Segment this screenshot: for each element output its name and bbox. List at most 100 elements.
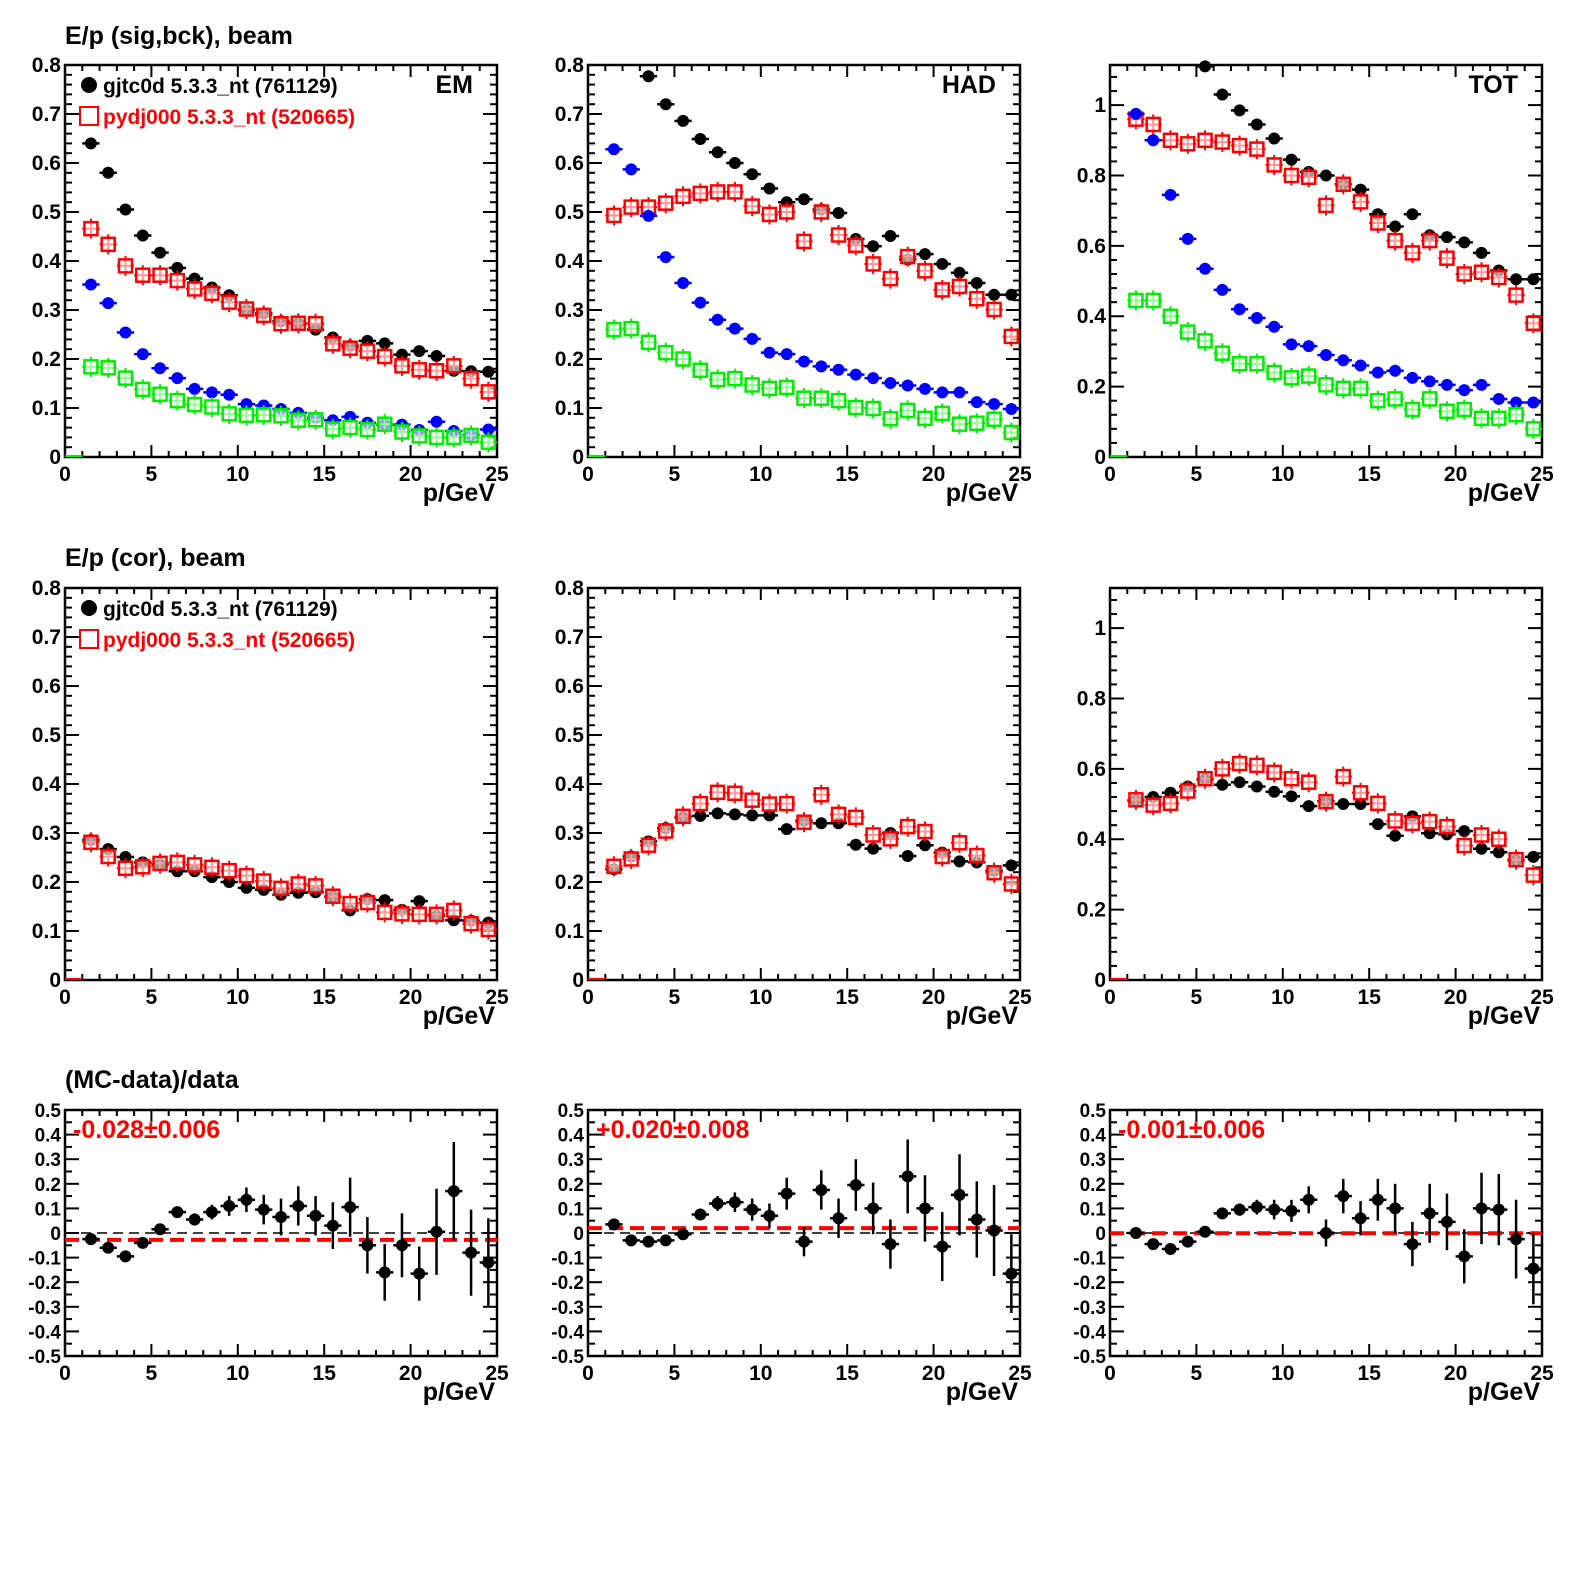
data-point (864, 398, 882, 419)
marker (1439, 818, 1455, 835)
data-point (968, 413, 986, 434)
data-point (1127, 1227, 1145, 1239)
data-point (255, 305, 273, 326)
data-point (306, 409, 325, 430)
marker (309, 1209, 322, 1222)
y-tick-label: 0.4 (555, 773, 585, 796)
marker (238, 301, 255, 317)
x-tick-label: 15 (836, 1362, 860, 1385)
data-point (1300, 1186, 1318, 1214)
data-point (306, 875, 325, 896)
y-tick-label: 0 (572, 969, 584, 992)
data-point (306, 313, 325, 334)
data-point (1265, 762, 1283, 783)
data-point (639, 1235, 658, 1248)
data-point (1507, 285, 1525, 306)
data-point (622, 848, 640, 869)
marker (796, 390, 812, 406)
marker (344, 1201, 357, 1214)
data-point (795, 355, 813, 368)
data-point (1386, 829, 1404, 842)
marker (606, 858, 622, 875)
marker (359, 421, 376, 438)
marker (832, 206, 845, 219)
data-point (203, 397, 221, 418)
data-point (376, 337, 394, 350)
data-point (1300, 800, 1318, 813)
data-point (674, 114, 692, 127)
panel-sigbck-em: 0 5 10 15 20 25 0 0.1 0.2 0.3 0.4 0.5 0.6 0.7 0.8 p/GeV… (32, 54, 509, 507)
data-point (674, 186, 692, 207)
marker (1181, 1235, 1194, 1248)
data-point (1524, 850, 1542, 863)
data-point (479, 365, 497, 378)
marker (1320, 169, 1332, 182)
marker (1491, 831, 1507, 847)
marker (865, 256, 881, 272)
data-point (881, 1219, 900, 1269)
marker (1423, 827, 1436, 840)
marker (1473, 264, 1490, 281)
marker (1475, 246, 1488, 259)
data-point (341, 1177, 359, 1237)
data-point (1144, 1238, 1162, 1251)
data-point (639, 70, 658, 83)
marker (1371, 366, 1384, 379)
marker (1335, 176, 1352, 193)
y-tick-label: 0.4 (558, 1126, 585, 1147)
marker (1475, 378, 1488, 391)
marker (970, 277, 983, 290)
data-point (1524, 865, 1542, 886)
data-point (1438, 248, 1456, 269)
marker (119, 203, 132, 216)
x-tick-label: 10 (749, 1362, 772, 1385)
marker (727, 370, 743, 387)
marker (936, 1240, 949, 1253)
marker (1283, 370, 1300, 386)
data-point (899, 379, 917, 392)
data-point (1490, 829, 1508, 850)
data-point (116, 255, 135, 276)
data-point (479, 1218, 497, 1307)
marker (186, 396, 203, 413)
marker (1458, 1250, 1471, 1263)
data-point (968, 845, 986, 866)
data-point (950, 832, 969, 853)
marker (1423, 1207, 1436, 1220)
marker (394, 358, 410, 374)
data-point (168, 852, 186, 873)
y-tick-label: -0.5 (551, 1347, 584, 1368)
data-point (899, 1139, 917, 1214)
data-point (691, 360, 709, 381)
data-point (99, 1241, 117, 1254)
data-point (99, 846, 117, 867)
x-tick-label: 5 (1191, 986, 1203, 1009)
data-point (916, 1175, 934, 1242)
series-mc (1127, 753, 1542, 886)
data-point (847, 397, 865, 418)
data-point (1369, 212, 1387, 233)
x-axis-label: p/GeV (1468, 1378, 1541, 1406)
marker (917, 410, 933, 427)
marker (1318, 377, 1334, 393)
data-point (622, 318, 640, 339)
data-point (881, 828, 900, 849)
x-tick-label: 0 (582, 1362, 594, 1385)
data-point (99, 357, 117, 378)
marker (186, 857, 203, 873)
marker (1268, 1203, 1281, 1216)
series-mc (82, 832, 497, 940)
marker (135, 267, 151, 283)
data-point (99, 234, 117, 255)
marker (796, 814, 812, 830)
marker (830, 806, 847, 823)
marker (463, 915, 479, 932)
data-point (376, 902, 394, 923)
marker (1510, 273, 1523, 286)
marker (482, 423, 495, 436)
data-point (657, 98, 675, 111)
data-point (812, 1170, 830, 1210)
data-point (743, 168, 761, 181)
data-point (445, 900, 463, 921)
marker (1233, 303, 1246, 316)
